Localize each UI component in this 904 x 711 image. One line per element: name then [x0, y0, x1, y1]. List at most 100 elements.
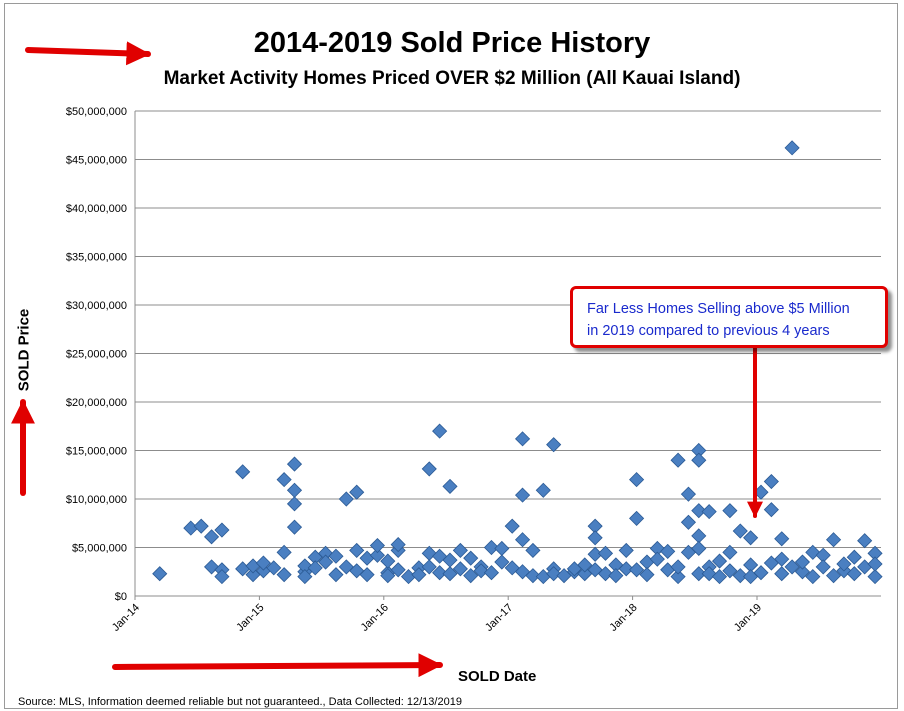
- data-point: [515, 564, 531, 580]
- data-point: [649, 551, 665, 567]
- data-point: [276, 472, 292, 488]
- data-point: [286, 496, 303, 512]
- data-point: [525, 568, 541, 584]
- data-point: [432, 423, 448, 439]
- data-point: [691, 528, 707, 544]
- x-axis-label: SOLD Date: [458, 668, 537, 685]
- data-point: [535, 482, 551, 498]
- data-point: [349, 542, 365, 558]
- x-tick-label: Jan-15: [234, 602, 266, 634]
- data-point: [286, 482, 303, 498]
- chart-title: 2014-2019 Sold Price History: [253, 27, 651, 59]
- data-point: [618, 542, 634, 558]
- data-point: [421, 461, 437, 477]
- y-tick-label: $40,000,000: [66, 203, 127, 215]
- data-point: [691, 503, 707, 519]
- data-point: [794, 554, 811, 570]
- data-point: [515, 532, 531, 548]
- data-point: [680, 514, 696, 530]
- data-point: [432, 565, 448, 581]
- title-arrow: [25, 41, 151, 66]
- data-point: [846, 566, 862, 582]
- data-point: [452, 542, 468, 558]
- data-point: [629, 472, 645, 488]
- data-point: [701, 566, 717, 582]
- data-point: [846, 549, 862, 565]
- data-point: [369, 537, 385, 554]
- y-tick-label: $25,000,000: [66, 349, 127, 361]
- data-point: [276, 544, 292, 560]
- data-point: [794, 564, 811, 580]
- x-tick-label: Jan-16: [359, 602, 391, 634]
- y-tick-labels: $0 $5,000,000 $10,000,000 $15,000,000 $20,00…: [66, 106, 127, 603]
- data-point: [328, 548, 344, 564]
- x-tick-labels: Jan-14 Jan-15 Jan-16 Jan-17 Jan-18 Jan-19: [110, 596, 764, 634]
- data-point: [815, 559, 831, 575]
- x-tick-label: Jan-17: [483, 602, 515, 634]
- callout-line-2: in 2019 compared to previous 4 years: [587, 323, 830, 339]
- y-tick-label: $20,000,000: [66, 397, 127, 409]
- y-tick-label: $45,000,000: [66, 155, 127, 167]
- data-point: [442, 566, 458, 582]
- data-point: [359, 567, 375, 583]
- data-point: [722, 503, 738, 519]
- data-point: [774, 566, 790, 582]
- data-point: [515, 431, 531, 447]
- data-point: [597, 545, 614, 561]
- data-point: [546, 566, 562, 582]
- data-point: [214, 522, 230, 538]
- data-point: [691, 540, 707, 557]
- data-point: [483, 565, 500, 581]
- data-point: [670, 569, 686, 585]
- data-point: [660, 543, 676, 559]
- data-point: [266, 560, 282, 576]
- y-tick-label: $35,000,000: [66, 252, 127, 264]
- data-point: [732, 568, 748, 584]
- xlabel-arrow: [112, 653, 443, 678]
- data-point: [307, 560, 323, 576]
- data-point: [442, 478, 458, 494]
- source-note: Source: MLS, Information deemed reliable…: [18, 696, 462, 708]
- x-tick-label: Jan-19: [732, 602, 764, 634]
- data-point: [525, 542, 541, 558]
- y-tick-label: $5,000,000: [72, 543, 127, 555]
- data-point: [701, 504, 717, 520]
- data-point: [691, 566, 707, 582]
- data-point: [380, 553, 396, 569]
- data-point: [442, 552, 458, 568]
- data-point: [711, 569, 728, 585]
- data-point: [763, 502, 779, 518]
- data-point: [618, 561, 634, 577]
- data-point: [328, 567, 344, 583]
- data-point: [867, 569, 883, 585]
- data-point: [711, 553, 728, 569]
- data-point: [597, 566, 614, 582]
- data-point: [235, 464, 251, 480]
- data-point: [857, 533, 873, 549]
- data-point: [826, 568, 842, 584]
- data-point: [483, 539, 500, 556]
- x-tick-label: Jan-18: [607, 602, 639, 634]
- data-point: [546, 437, 562, 453]
- data-points: [152, 140, 883, 585]
- data-point: [297, 569, 313, 585]
- y-tick-label: $50,000,000: [66, 106, 127, 118]
- data-point: [774, 531, 790, 547]
- y-tick-label: $10,000,000: [66, 494, 127, 506]
- data-point: [639, 567, 655, 583]
- data-point: [463, 550, 479, 566]
- data-point: [193, 518, 209, 534]
- data-point: [722, 544, 738, 560]
- data-point: [836, 556, 852, 572]
- data-point: [286, 519, 303, 535]
- data-point: [743, 530, 759, 546]
- data-point: [411, 567, 427, 583]
- data-point: [867, 556, 883, 572]
- chart-subtitle: Market Activity Homes Priced OVER $2 Mil…: [163, 68, 741, 89]
- data-point: [473, 563, 489, 579]
- data-point: [784, 559, 800, 575]
- data-point: [504, 518, 520, 534]
- data-point: [452, 561, 468, 577]
- data-point: [515, 487, 531, 503]
